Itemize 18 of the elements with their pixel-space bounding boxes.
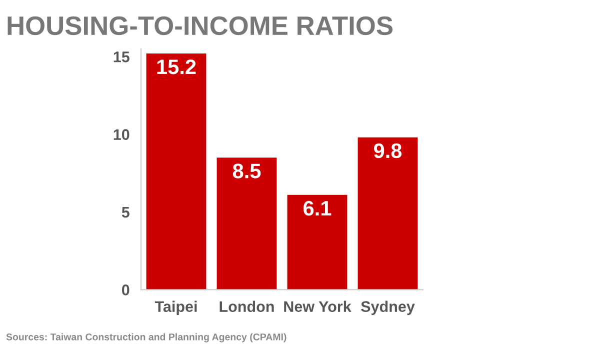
y-tick-label: 0 <box>122 284 130 296</box>
chart-title: HOUSING-TO-INCOME RATIOS <box>8 16 393 36</box>
data-label: 8.5 <box>232 164 261 178</box>
x-tick-label: Taipei <box>154 300 197 316</box>
y-tick-label: 15 <box>114 52 130 62</box>
x-tick-label: Sydney <box>361 300 415 316</box>
data-label: 9.8 <box>374 143 402 158</box>
data-label: 15.2 <box>157 60 196 74</box>
data-label: 6.1 <box>304 200 332 216</box>
bar <box>146 54 206 290</box>
x-tick-label: London <box>220 300 274 312</box>
y-tick-label: 10 <box>114 129 130 140</box>
y-tick-label: 5 <box>122 207 130 218</box>
bar <box>287 194 348 290</box>
bar <box>358 137 418 290</box>
x-tick-label: New York <box>284 300 352 312</box>
bar <box>216 158 277 290</box>
source-note: Sources: Taiwan Construction and Planning Agency (CPAMI) <box>6 333 286 342</box>
